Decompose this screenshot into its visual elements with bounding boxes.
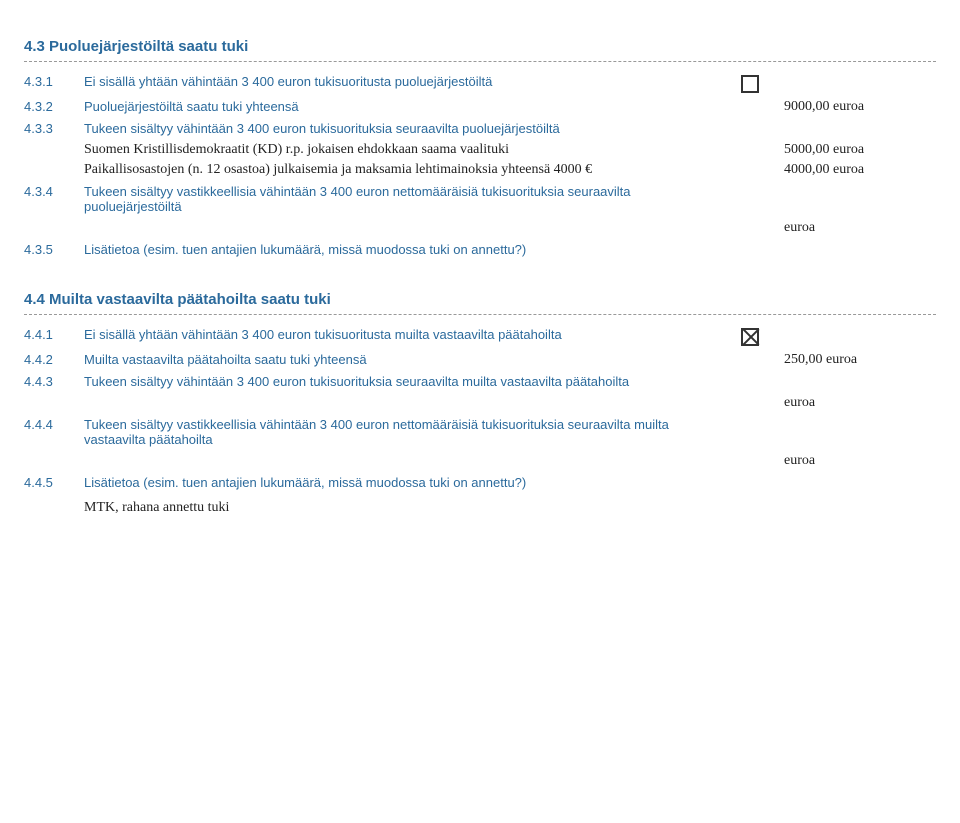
row-435: 4.3.5 Lisätietoa (esim. tuen antajien lu… bbox=[24, 242, 936, 257]
label-432: Puoluejärjestöiltä saatu tuki yhteensä bbox=[84, 99, 724, 114]
row-443: 4.4.3 Tukeen sisältyy vähintään 3 400 eu… bbox=[24, 374, 936, 389]
num-441: 4.4.1 bbox=[24, 327, 72, 342]
value-442: 250,00 euroa bbox=[776, 352, 936, 368]
value-443: euroa bbox=[776, 395, 936, 411]
label-443: Tukeen sisältyy vähintään 3 400 euron tu… bbox=[84, 374, 724, 389]
label-442: Muilta vastaavilta päätahoilta saatu tuk… bbox=[84, 352, 724, 367]
sub-label-433-1: Suomen Kristillisdemokraatit (KD) r.p. j… bbox=[84, 142, 764, 158]
num-443: 4.4.3 bbox=[24, 374, 72, 389]
value-432: 9000,00 euroa bbox=[776, 99, 936, 115]
num-431: 4.3.1 bbox=[24, 74, 72, 89]
label-433: Tukeen sisältyy vähintään 3 400 euron tu… bbox=[84, 121, 724, 136]
num-434: 4.3.4 bbox=[24, 184, 72, 199]
answer-445: MTK, rahana annettu tuki bbox=[84, 496, 936, 520]
label-445: Lisätietoa (esim. tuen antajien lukumäär… bbox=[84, 475, 724, 490]
label-441: Ei sisällä yhtään vähintään 3 400 euron … bbox=[84, 327, 724, 342]
num-444: 4.4.4 bbox=[24, 417, 72, 432]
section-43-title: 4.3 Puoluejärjestöiltä saatu tuki bbox=[24, 38, 936, 62]
sub-row-433-2: Paikallisosastojen (n. 12 osastoa) julka… bbox=[84, 162, 936, 178]
row-433: 4.3.3 Tukeen sisältyy vähintään 3 400 eu… bbox=[24, 121, 936, 136]
row-432: 4.3.2 Puoluejärjestöiltä saatu tuki yhte… bbox=[24, 99, 936, 115]
row-444: 4.4.4 Tukeen sisältyy vastikkeellisia vä… bbox=[24, 417, 936, 447]
checkbox-441[interactable] bbox=[741, 328, 759, 346]
num-435: 4.3.5 bbox=[24, 242, 72, 257]
section-44-title: 4.4 Muilta vastaavilta päätahoilta saatu… bbox=[24, 291, 936, 315]
sub-label-433-2: Paikallisosastojen (n. 12 osastoa) julka… bbox=[84, 162, 764, 178]
sub-row-433-1: Suomen Kristillisdemokraatit (KD) r.p. j… bbox=[84, 142, 936, 158]
value-444: euroa bbox=[776, 453, 936, 469]
row-434: 4.3.4 Tukeen sisältyy vastikkeellisia vä… bbox=[24, 184, 936, 214]
num-433: 4.3.3 bbox=[24, 121, 72, 136]
label-431: Ei sisällä yhtään vähintään 3 400 euron … bbox=[84, 74, 724, 89]
row-445: 4.4.5 Lisätietoa (esim. tuen antajien lu… bbox=[24, 475, 936, 490]
row-431: 4.3.1 Ei sisällä yhtään vähintään 3 400 … bbox=[24, 74, 936, 93]
checkbox-431[interactable] bbox=[741, 75, 759, 93]
label-444: Tukeen sisältyy vastikkeellisia vähintää… bbox=[84, 417, 724, 447]
label-435: Lisätietoa (esim. tuen antajien lukumäär… bbox=[84, 242, 724, 257]
value-434: euroa bbox=[776, 220, 936, 236]
row-442: 4.4.2 Muilta vastaavilta päätahoilta saa… bbox=[24, 352, 936, 368]
num-445: 4.4.5 bbox=[24, 475, 72, 490]
num-432: 4.3.2 bbox=[24, 99, 72, 114]
label-434: Tukeen sisältyy vastikkeellisia vähintää… bbox=[84, 184, 724, 214]
sub-value-433-2: 4000,00 euroa bbox=[776, 162, 936, 178]
row-441: 4.4.1 Ei sisällä yhtään vähintään 3 400 … bbox=[24, 327, 936, 346]
num-442: 4.4.2 bbox=[24, 352, 72, 367]
sub-value-433-1: 5000,00 euroa bbox=[776, 142, 936, 158]
